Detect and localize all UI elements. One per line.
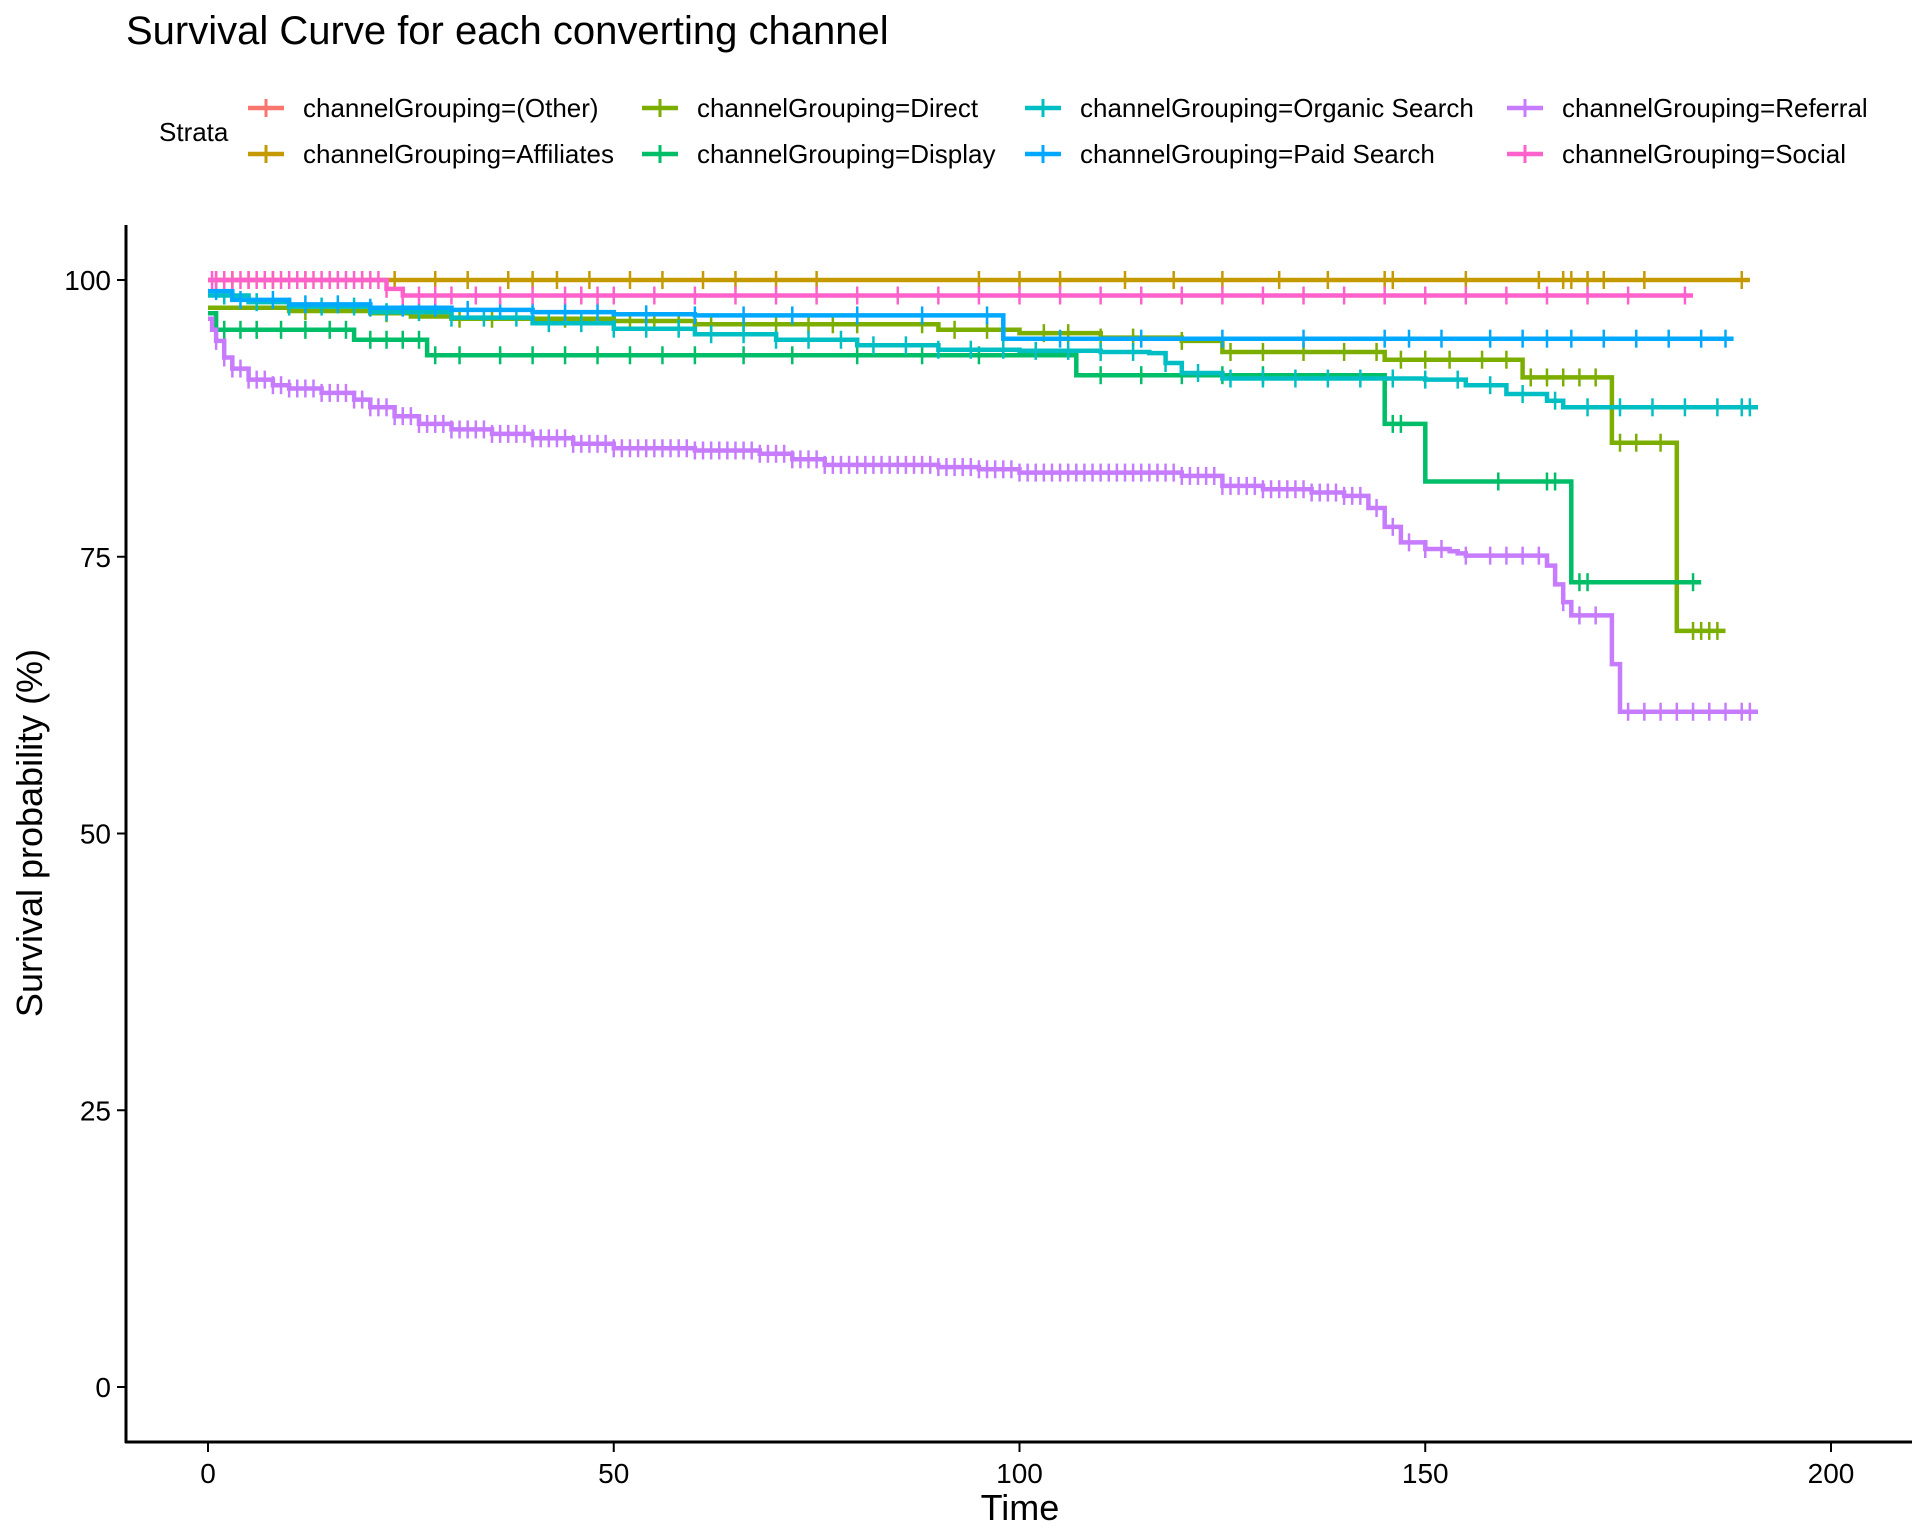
legend-item-other: channelGrouping=(Other) xyxy=(248,93,599,123)
series-display xyxy=(208,310,1702,592)
legend-item-paid-search: channelGrouping=Paid Search xyxy=(1025,139,1435,169)
x-tick-label: 0 xyxy=(200,1458,216,1489)
x-ticks: 0 50 100 150 200 xyxy=(200,1443,1854,1489)
legend-item-affiliates: channelGrouping=Affiliates xyxy=(248,139,614,169)
series-referral xyxy=(208,316,1758,721)
x-axis-title: Time xyxy=(981,1487,1060,1528)
legend-label: channelGrouping=Display xyxy=(697,139,995,169)
series-paid-search xyxy=(208,282,1734,348)
legend-title: Strata xyxy=(159,117,229,147)
y-tick-label: 25 xyxy=(80,1095,111,1126)
series-social xyxy=(208,271,1693,305)
legend-item-social: channelGrouping=Social xyxy=(1507,139,1846,169)
legend-label: channelGrouping=Direct xyxy=(697,93,979,123)
legend-label: channelGrouping=Referral xyxy=(1562,93,1868,123)
series-affiliates xyxy=(208,271,1750,289)
y-ticks: 0 25 50 75 100 xyxy=(64,265,126,1403)
y-tick-label: 75 xyxy=(80,542,111,573)
legend-label: channelGrouping=Paid Search xyxy=(1080,139,1435,169)
legend-item-referral: channelGrouping=Referral xyxy=(1507,93,1868,123)
series-line-organic-search xyxy=(208,293,1758,410)
x-tick-label: 150 xyxy=(1402,1458,1449,1489)
series-line-display xyxy=(208,310,1702,585)
legend-item-direct: channelGrouping=Direct xyxy=(642,93,979,123)
y-tick-label: 0 xyxy=(95,1372,111,1403)
legend-label: channelGrouping=Social xyxy=(1562,139,1846,169)
legend: Strata channelGrouping=(Other) channelGro… xyxy=(159,93,1868,169)
x-tick-label: 50 xyxy=(598,1458,629,1489)
series-line-social xyxy=(208,277,1693,298)
y-tick-label: 100 xyxy=(64,265,111,296)
legend-label: channelGrouping=Affiliates xyxy=(303,139,614,169)
x-tick-label: 200 xyxy=(1808,1458,1855,1489)
x-tick-label: 100 xyxy=(996,1458,1043,1489)
series-layer xyxy=(208,271,1758,721)
y-axis-title: Survival probability (%) xyxy=(9,649,50,1017)
y-tick-label: 50 xyxy=(80,819,111,850)
legend-item-display: channelGrouping=Display xyxy=(642,139,995,169)
legend-item-organic-search: channelGrouping=Organic Search xyxy=(1025,93,1474,123)
plot-area: 0 50 100 150 200 0 25 50 75 100 xyxy=(64,225,1912,1489)
legend-label: channelGrouping=(Other) xyxy=(303,93,599,123)
chart-title: Survival Curve for each converting chann… xyxy=(126,9,889,53)
legend-label: channelGrouping=Organic Search xyxy=(1080,93,1474,123)
